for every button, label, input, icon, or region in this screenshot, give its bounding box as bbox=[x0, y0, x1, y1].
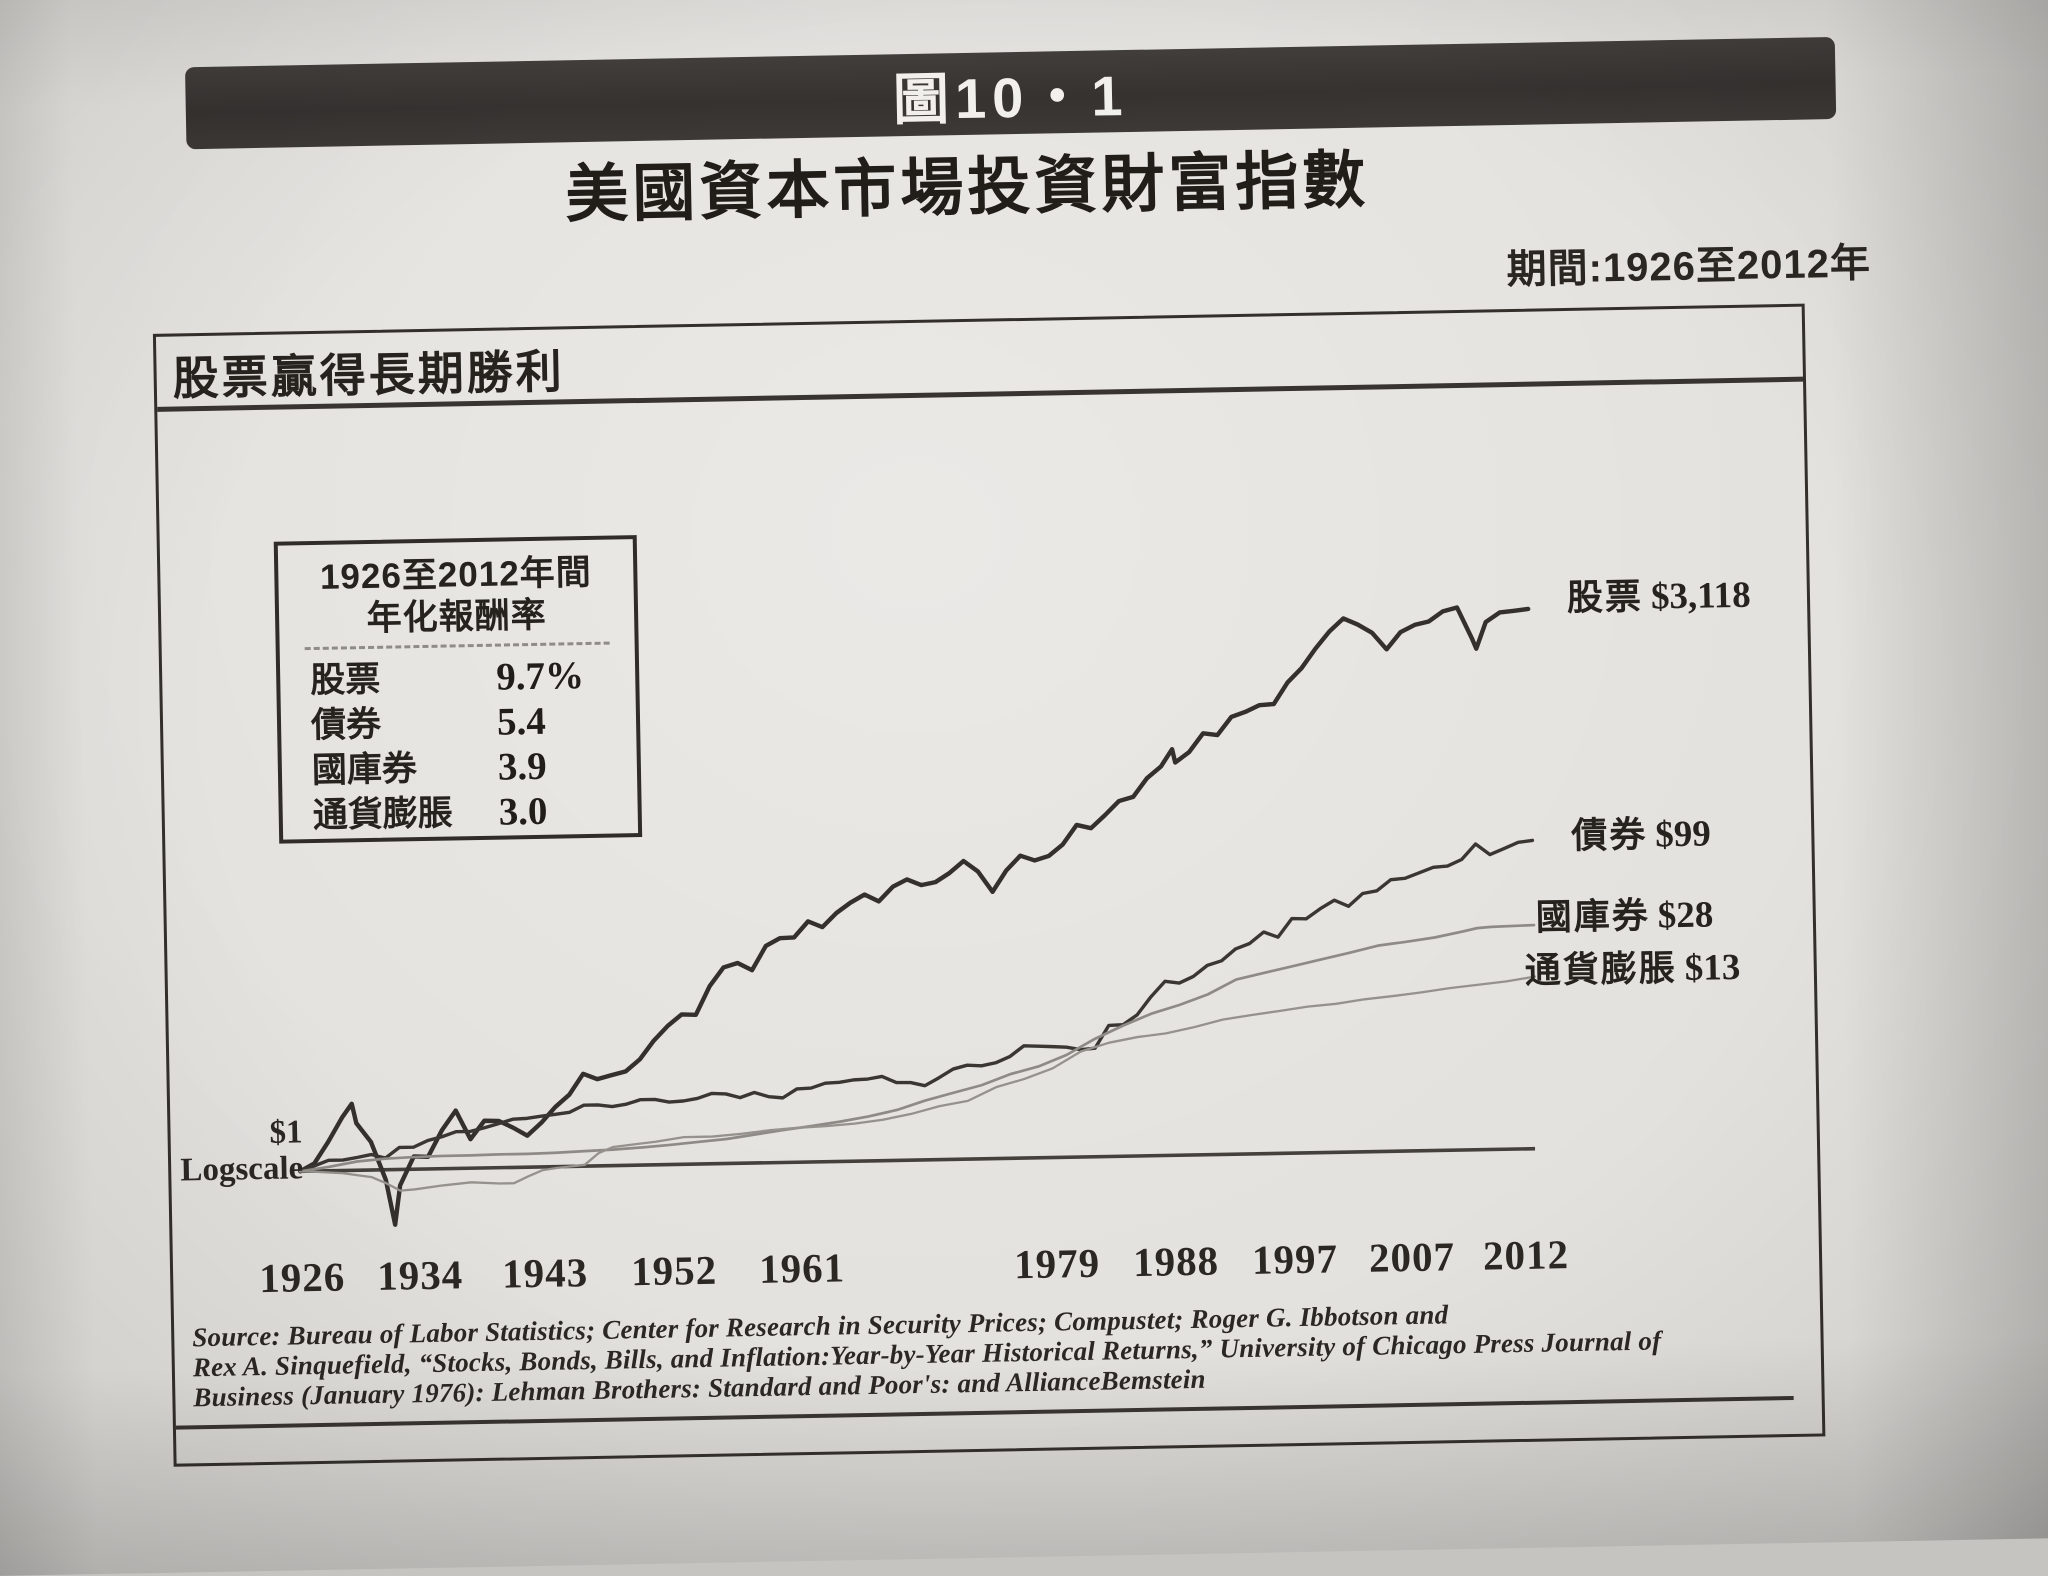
figure-number-banner: 圖10・1 bbox=[185, 37, 1837, 150]
series-label-bonds: 債券 $99 bbox=[1571, 804, 1711, 859]
series-end-value: $99 bbox=[1654, 813, 1712, 856]
series-name: 通貨膨脹 bbox=[1524, 947, 1678, 991]
x-axis-tick-label: 2012 bbox=[1482, 1231, 1570, 1279]
legend-title-line2: 年化報酬率 bbox=[366, 595, 547, 639]
logscale-label: Logscale bbox=[180, 1150, 304, 1189]
series-name: 債券 bbox=[1570, 813, 1648, 856]
legend-row-stocks: 股票 9.7% bbox=[280, 652, 636, 703]
legend-value: 5.4 bbox=[496, 699, 547, 744]
series-name: 股票 bbox=[1566, 575, 1644, 619]
x-axis-tick-label: 1934 bbox=[376, 1251, 464, 1299]
page-title: 美國資本市場投資財富指數 bbox=[564, 145, 1370, 231]
x-axis-tick-label: 1997 bbox=[1251, 1235, 1339, 1283]
legend-divider bbox=[304, 641, 610, 651]
legend-row-inflation: 通貨膨脹 3.0 bbox=[282, 787, 638, 838]
x-axis-tick-label: 1943 bbox=[501, 1249, 589, 1297]
x-axis-tick-label: 1988 bbox=[1132, 1237, 1220, 1286]
series-label-tbills: 國庫券 $28 bbox=[1535, 885, 1713, 940]
x-axis-tick-label: 1979 bbox=[1013, 1239, 1101, 1288]
dollar-one-baseline bbox=[300, 1146, 1536, 1174]
x-axis-tick-label: 1961 bbox=[758, 1244, 846, 1292]
series-label-inflation: 通貨膨脹 $13 bbox=[1524, 938, 1740, 994]
x-axis-tick-label: 1926 bbox=[258, 1253, 346, 1302]
x-axis-tick-label: 1952 bbox=[630, 1246, 718, 1295]
legend-value: 3.0 bbox=[498, 789, 548, 834]
series-line-tbills bbox=[298, 923, 1536, 1173]
chart-subtitle: 股票贏得長期勝利 bbox=[172, 345, 566, 405]
legend-label: 國庫券 bbox=[311, 749, 418, 791]
legend-title-line1: 1926至2012年間 bbox=[319, 552, 593, 597]
series-label-stocks: 股票 $3,118 bbox=[1566, 566, 1751, 621]
legend-value: 3.9 bbox=[497, 744, 548, 789]
logscale-origin-label: $1 Logscale bbox=[170, 1114, 303, 1188]
legend-label: 債券 bbox=[310, 704, 382, 746]
series-end-value: $28 bbox=[1657, 894, 1714, 937]
period-label: 期間:1926至2012年 bbox=[1506, 241, 1872, 293]
chart-svg bbox=[298, 605, 1537, 1227]
legend-row-bonds: 債券 5.4 bbox=[281, 697, 637, 748]
figure-box: 股票贏得長期勝利 1926至2012年間 年化報酬率 股票 9.7% 債券 5.… bbox=[152, 303, 1826, 1467]
figure-number: 圖10・1 bbox=[892, 63, 1129, 131]
series-line-inflation bbox=[299, 975, 1537, 1192]
series-end-value: $13 bbox=[1684, 946, 1741, 989]
dollar-one-label: $1 bbox=[269, 1114, 303, 1151]
legend-label: 通貨膨脹 bbox=[312, 793, 454, 836]
series-line-stocks bbox=[298, 605, 1531, 1227]
legend-value: 9.7% bbox=[495, 654, 585, 699]
x-axis-tick-label: 2007 bbox=[1368, 1233, 1456, 1281]
series-end-value: $3,118 bbox=[1650, 574, 1752, 618]
legend-box: 1926至2012年間 年化報酬率 股票 9.7% 債券 5.4 國庫券 3.9… bbox=[273, 535, 643, 844]
legend-label: 股票 bbox=[309, 659, 381, 701]
series-line-bonds bbox=[298, 838, 1535, 1174]
series-name: 國庫券 bbox=[1535, 894, 1651, 938]
legend-row-tbills: 國庫券 3.9 bbox=[282, 742, 638, 793]
